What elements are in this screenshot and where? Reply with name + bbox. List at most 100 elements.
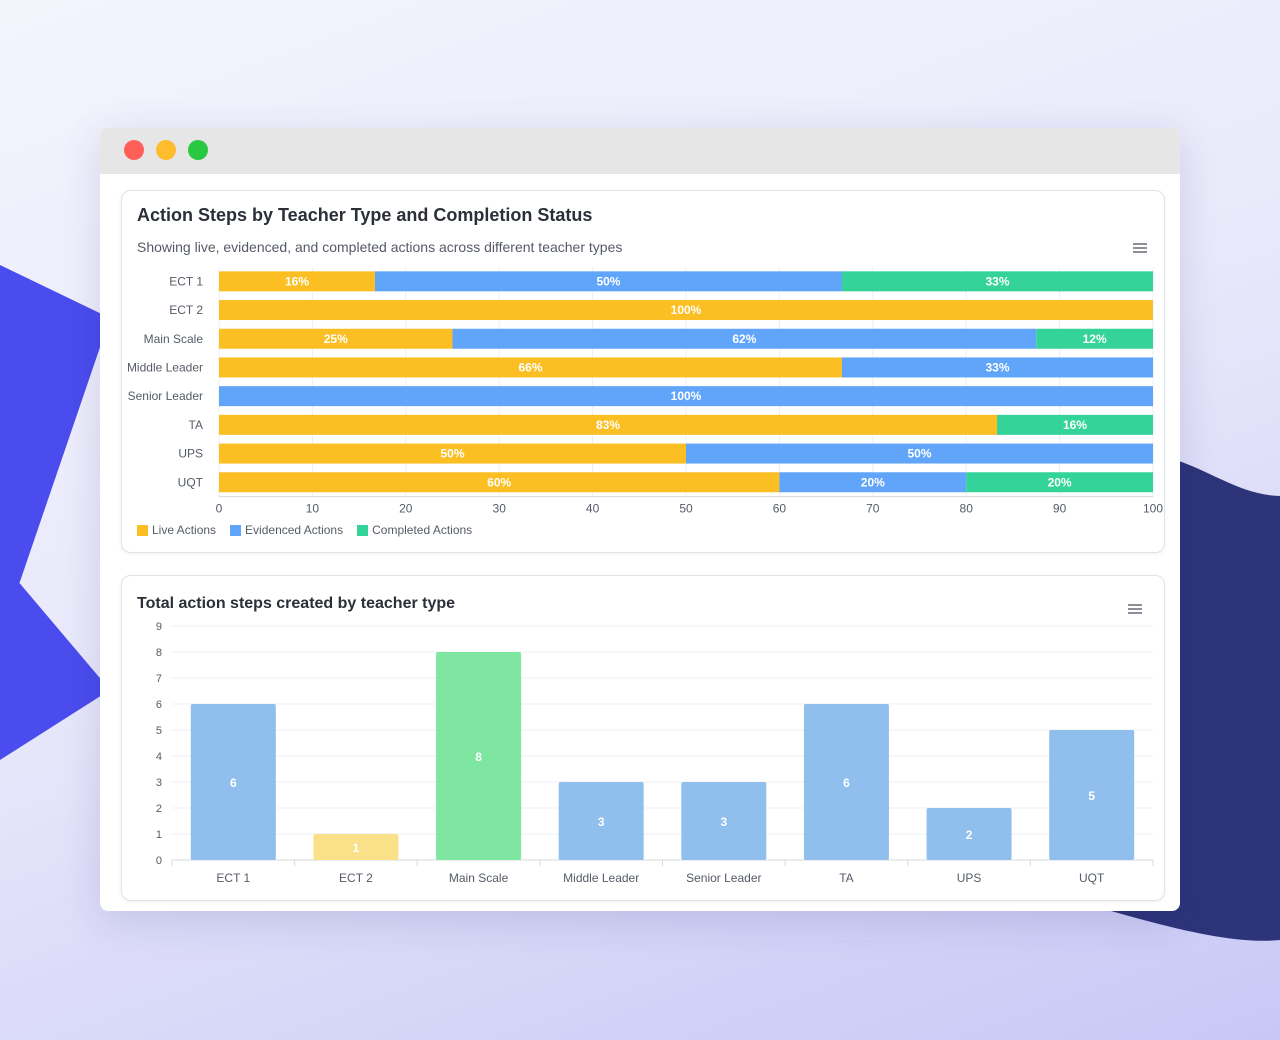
category-label: UPS xyxy=(957,871,982,885)
data-label: 3 xyxy=(598,815,605,829)
chart-legend: Live Actions Evidenced Actions Completed… xyxy=(137,523,472,537)
y-tick-label: 4 xyxy=(156,751,162,763)
x-tick-label: 0 xyxy=(216,502,223,516)
data-label: 20% xyxy=(1048,475,1072,489)
data-label: 1 xyxy=(353,841,360,855)
category-label: UQT xyxy=(1079,871,1105,885)
column-bar xyxy=(926,808,1012,860)
bar-segment xyxy=(966,472,1153,493)
data-label: 20% xyxy=(861,475,885,489)
category-label: UQT xyxy=(178,475,204,489)
data-label: 3 xyxy=(720,815,727,829)
bar-segment xyxy=(686,443,1153,464)
category-label: TA xyxy=(839,871,853,885)
category-label: TA xyxy=(189,418,203,432)
data-label: 5 xyxy=(1088,789,1095,803)
x-tick-label: 20 xyxy=(399,502,413,516)
data-label: 16% xyxy=(285,274,309,288)
legend-label-completed: Completed Actions xyxy=(372,523,473,537)
category-label: UPS xyxy=(178,447,203,461)
x-tick-label: 50 xyxy=(679,502,693,516)
legend-swatch-evidenced xyxy=(230,524,242,536)
stacked-chart-title: Action Steps by Teacher Type and Complet… xyxy=(137,205,593,225)
close-window-button[interactable] xyxy=(124,140,144,160)
bar-segment xyxy=(219,414,998,435)
data-label: 60% xyxy=(487,475,511,489)
bar-segment xyxy=(1036,328,1153,349)
column-bar xyxy=(558,782,644,860)
y-tick-label: 5 xyxy=(156,725,162,737)
data-label: 50% xyxy=(440,447,464,461)
x-tick-label: 30 xyxy=(493,502,507,516)
data-label: 8 xyxy=(475,750,482,764)
legend-item-evidenced[interactable]: Evidenced Actions xyxy=(230,523,343,537)
data-label: 16% xyxy=(1063,418,1087,432)
y-tick-label: 7 xyxy=(156,673,162,685)
legend-swatch-completed xyxy=(357,524,369,536)
window-titlebar xyxy=(100,128,1180,174)
legend-swatch-live xyxy=(137,524,148,536)
data-label: 100% xyxy=(671,389,702,403)
data-label: 66% xyxy=(518,360,542,374)
column-chart: 0 1 2 3 4 5 6 7 8 9 6 ECT 1 1 ECT 2 8 Main Scale 3 Middle… xyxy=(156,621,1154,885)
data-label: 6 xyxy=(230,776,237,790)
x-tick-label: 80 xyxy=(960,502,974,516)
data-label: 33% xyxy=(985,274,1009,288)
hamburger-menu-icon[interactable] xyxy=(1133,243,1147,253)
bar-segment xyxy=(452,328,1037,349)
bar-segment xyxy=(841,357,1153,378)
y-tick-label: 8 xyxy=(156,647,162,659)
data-label: 33% xyxy=(985,360,1009,374)
total-chart-card: Total action steps created by teacher ty… xyxy=(121,575,1165,901)
y-tick-label: 1 xyxy=(156,829,162,841)
bar-segment xyxy=(219,328,453,349)
maximize-window-button[interactable] xyxy=(188,140,208,160)
legend-label-evidenced: Evidenced Actions xyxy=(245,523,344,537)
total-chart-title: Total action steps created by teacher ty… xyxy=(137,595,456,612)
legend-item-live[interactable]: Live Actions xyxy=(137,523,216,537)
stacked-chart-subtitle: Showing live, evidenced, and completed a… xyxy=(137,239,623,255)
data-label: 6 xyxy=(843,776,850,790)
y-tick-label: 0 xyxy=(156,855,162,867)
category-label: ECT 2 xyxy=(169,303,203,317)
bar-segment xyxy=(779,472,967,493)
x-tick-label: 100 xyxy=(1143,502,1163,516)
y-tick-label: 3 xyxy=(156,777,162,789)
category-label: ECT 1 xyxy=(169,274,203,288)
category-label: Senior Leader xyxy=(128,389,203,403)
x-tick-label: 10 xyxy=(306,502,320,516)
column-bar xyxy=(436,652,522,860)
hamburger-menu-icon[interactable] xyxy=(1128,604,1142,614)
data-label: 12% xyxy=(1083,332,1107,346)
y-tick-label: 6 xyxy=(156,699,162,711)
legend-item-completed[interactable]: Completed Actions xyxy=(357,523,472,537)
y-tick-label: 9 xyxy=(156,621,162,633)
column-bar xyxy=(1049,730,1135,860)
column-bar xyxy=(803,704,889,860)
category-label: Middle Leader xyxy=(127,360,203,374)
data-label: 50% xyxy=(596,274,620,288)
bar-segment xyxy=(997,414,1153,435)
data-label: 2 xyxy=(966,828,973,842)
bar-segment xyxy=(219,357,842,378)
bar-segment xyxy=(841,271,1153,292)
bar-segment xyxy=(219,271,375,292)
data-label: 62% xyxy=(732,332,756,346)
y-tick-label: 2 xyxy=(156,803,162,815)
x-tick-label: 40 xyxy=(586,502,600,516)
category-label: ECT 1 xyxy=(216,871,250,885)
stacked-bar-chart: 0 10 20 30 40 50 60 70 80 90 100 ECT 1 16% 50% 33% ECT … xyxy=(127,267,1163,516)
category-label: ECT 2 xyxy=(339,871,373,885)
category-label: Middle Leader xyxy=(563,871,639,885)
data-label: 25% xyxy=(324,332,348,346)
x-tick-label: 60 xyxy=(773,502,787,516)
stacked-chart-card: Action Steps by Teacher Type and Complet… xyxy=(121,190,1165,553)
x-tick-label: 90 xyxy=(1053,502,1067,516)
minimize-window-button[interactable] xyxy=(156,140,176,160)
data-label: 100% xyxy=(671,303,702,317)
app-window: Action Steps by Teacher Type and Complet… xyxy=(100,128,1180,911)
data-label: 50% xyxy=(907,447,931,461)
data-label: 83% xyxy=(596,418,620,432)
bar-segment xyxy=(219,386,1153,407)
column-bar xyxy=(681,782,767,860)
